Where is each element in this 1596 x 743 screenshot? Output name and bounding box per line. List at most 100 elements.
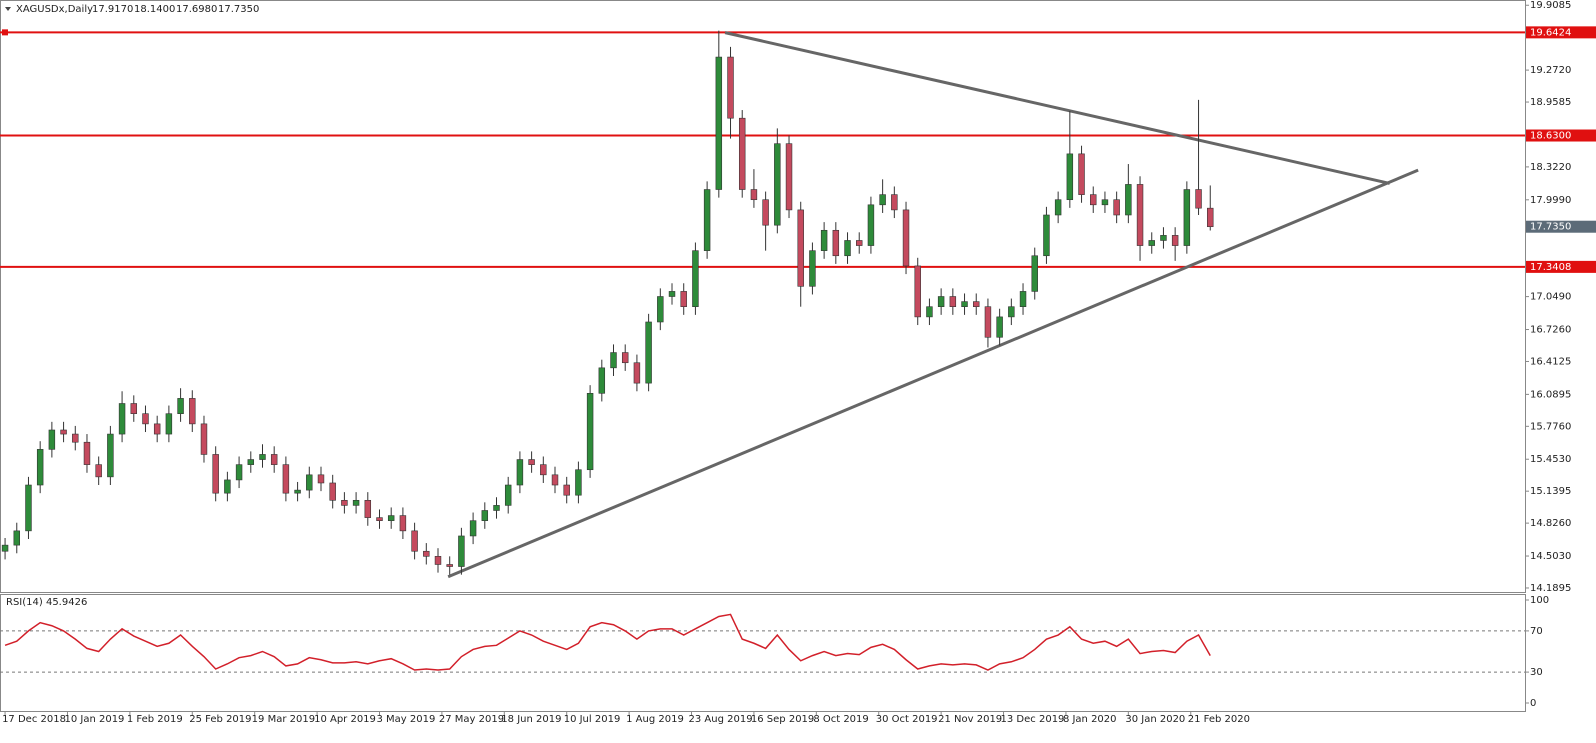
x-tick-label: 3 May 2019	[376, 714, 435, 725]
candle-body	[60, 429, 67, 435]
y-tick-label: 16.7260	[1530, 325, 1571, 336]
candle-body	[692, 250, 699, 307]
candle-body	[352, 499, 360, 506]
candle-body	[1160, 235, 1167, 241]
trendline	[447, 168, 1419, 579]
candle-body	[540, 464, 547, 476]
candle-body	[1008, 306, 1015, 318]
candle-body	[341, 499, 348, 506]
candle-body	[750, 189, 758, 201]
candle-body	[902, 209, 910, 267]
candle-body	[235, 464, 243, 481]
rsi-tick-label: 0	[1530, 698, 1536, 709]
candle-body	[586, 393, 594, 471]
candle-body	[13, 530, 20, 546]
candle-body	[247, 459, 255, 465]
candle-body	[1125, 184, 1132, 216]
x-tick-label: 30 Jan 2020	[1125, 714, 1185, 725]
x-tick-label: 10 Jul 2019	[564, 714, 621, 725]
candle-body	[657, 296, 664, 323]
rsi-tick-label: 70	[1530, 626, 1543, 637]
header-open: 17.9170	[92, 4, 133, 15]
candle-body	[844, 240, 851, 257]
level-label: 18.6300	[1530, 131, 1571, 142]
header-high: 18.1400	[134, 4, 175, 15]
level-label: 19.6424	[1530, 27, 1571, 38]
candle-body	[1171, 235, 1179, 246]
x-tick-label: 18 Jun 2019	[501, 714, 561, 725]
candle-body	[317, 474, 325, 484]
candle-body	[423, 550, 430, 557]
x-tick-label: 25 Feb 2019	[189, 714, 251, 725]
level-handle	[2, 29, 8, 36]
candle-body	[762, 199, 769, 226]
candle-body	[926, 306, 933, 318]
candle-body	[434, 556, 442, 565]
rsi-tick-label: 30	[1530, 667, 1543, 678]
candle-body	[165, 413, 173, 435]
candle-body	[949, 296, 957, 307]
y-tick-label: 18.3220	[1530, 162, 1571, 173]
candle-body	[458, 535, 465, 567]
candle-body	[797, 209, 804, 287]
rsi-title: RSI(14) 45.9426	[6, 597, 87, 608]
candle-body	[72, 433, 79, 443]
candle-body	[645, 321, 652, 384]
candle-body	[727, 56, 734, 119]
candle-body	[1101, 199, 1109, 206]
menu-arrow	[5, 7, 11, 11]
candle-body	[680, 291, 687, 307]
y-tick-label: 15.1395	[1530, 486, 1571, 497]
candle-body	[715, 56, 723, 190]
candle-body	[516, 459, 524, 486]
y-tick-label: 14.5030	[1530, 551, 1571, 562]
candle-body	[1066, 153, 1074, 201]
x-tick-label: 30 Oct 2019	[876, 714, 938, 725]
x-tick-label: 17 Dec 2018	[2, 714, 66, 725]
candle-body	[493, 505, 500, 511]
level-label-box	[1526, 26, 1596, 39]
candle-body	[551, 474, 559, 486]
candle-body	[1090, 194, 1097, 206]
candle-body	[973, 301, 980, 307]
x-tick-label: 21 Feb 2020	[1188, 714, 1250, 725]
candle-body	[867, 204, 875, 246]
candle-body	[95, 464, 102, 478]
candle-body	[469, 520, 477, 537]
x-tick-label: 10 Apr 2019	[314, 714, 376, 725]
level-label-box	[1526, 129, 1596, 142]
candle-body	[189, 398, 196, 425]
candle-body	[1, 544, 9, 552]
x-tick-label: 8 Oct 2019	[813, 714, 868, 725]
candle-body	[259, 454, 266, 460]
candle-body	[364, 499, 372, 518]
y-tick-label: 16.0895	[1530, 389, 1571, 400]
price-label-box	[1526, 220, 1596, 233]
candle-body	[668, 291, 676, 297]
x-tick-label: 19 Mar 2019	[252, 714, 315, 725]
candle-body	[1054, 199, 1062, 216]
candle-body	[294, 489, 301, 494]
candle-body	[1183, 189, 1191, 246]
candle-body	[575, 469, 582, 496]
candle-body	[36, 449, 44, 486]
candle-body	[961, 301, 968, 307]
candle-body	[1031, 255, 1038, 292]
candle-body	[130, 403, 138, 414]
x-tick-label: 1 Aug 2019	[626, 714, 684, 725]
candle-body	[142, 413, 149, 425]
candle-body	[399, 515, 407, 532]
candle-body	[446, 564, 453, 567]
candle-body	[832, 229, 840, 257]
candle-body	[48, 429, 56, 450]
candle-body	[1195, 189, 1202, 209]
trendline	[724, 31, 1390, 185]
candle-body	[200, 423, 208, 455]
candle-body	[879, 194, 886, 206]
candle-body	[224, 479, 231, 494]
candle-body	[1207, 207, 1214, 228]
candle-body	[937, 296, 945, 307]
rsi-line	[4, 613, 1211, 671]
candle-body	[270, 454, 278, 465]
